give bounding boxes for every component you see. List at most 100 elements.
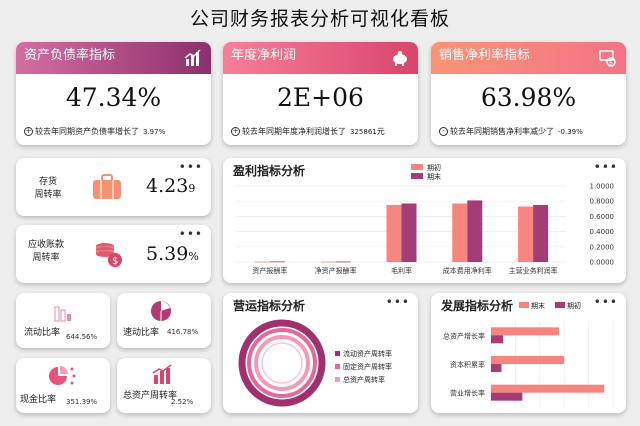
turnover-number: 5.39 xyxy=(146,243,189,265)
kpi-header: 资产负债率指标 xyxy=(16,42,211,74)
legend-swatch xyxy=(335,377,340,382)
trend-up-icon: + xyxy=(231,127,240,136)
coins-icon: $ xyxy=(96,243,122,267)
metric-value: 351.39% xyxy=(66,398,98,406)
kpi-title: 年度净利润 xyxy=(231,48,297,63)
more-icon[interactable]: ••• xyxy=(593,160,618,174)
total-asset-turnover-card[interactable]: 总资产周转率 2.52% xyxy=(117,358,211,413)
legend-label: 期末 xyxy=(531,301,545,310)
x-tick-label: 主营业务利润率 xyxy=(509,266,558,275)
label-line: 存货 xyxy=(38,177,57,187)
metric-value: 644.56% xyxy=(66,333,98,341)
inventory-turnover-card[interactable]: ••• 存货 周转率 4.239 xyxy=(16,158,211,216)
legend-label: 期初 xyxy=(427,163,441,172)
operation-analysis-card[interactable]: 营运指标分析 ••• 流动资产周转率 固定资产周转率 总资产周转率 xyxy=(223,293,418,413)
bar-begin xyxy=(452,203,468,262)
kpi-header: 年度净利润 xyxy=(223,42,418,74)
turnover-cut: 9 xyxy=(188,182,196,195)
bar-end xyxy=(491,384,605,393)
y-tick-label: 0.0000 xyxy=(590,259,615,267)
kpi-note: + 较去年同期年度净利润增长了 325861元 xyxy=(231,126,385,137)
turnover-value: 5.39% xyxy=(146,243,199,265)
kpi-title: 销售净利率指标 xyxy=(439,48,531,63)
donut-ring xyxy=(238,319,326,407)
bar-chart-icon xyxy=(184,49,201,66)
more-icon[interactable]: ••• xyxy=(593,295,618,309)
more-icon[interactable]: ••• xyxy=(178,160,203,174)
bar-begin xyxy=(491,335,504,344)
kpi-card-debt-ratio[interactable]: 资产负债率指标 47.34% + 较去年同期资产负债率增长了 3.97% xyxy=(16,42,211,145)
bar-begin xyxy=(386,205,402,262)
legend-label: 期末 xyxy=(427,172,441,181)
kpi-note-text: 较去年同期年度净利润增长了 xyxy=(242,127,346,136)
x-tick-label: 毛利率 xyxy=(391,266,412,275)
operation-chart-title: 营运指标分析 xyxy=(233,299,306,313)
kpi-value: 63.98% xyxy=(480,83,577,112)
y-tick-label: 0.4000 xyxy=(590,228,615,236)
turnover-label: 应收账款 周转率 xyxy=(22,239,70,265)
bar-begin xyxy=(254,261,270,263)
profit-analysis-card[interactable]: 盈利指标分析 ••• 0.0000 0.2000 0.4000 0.6000 0.800… xyxy=(223,158,626,283)
donut-inner xyxy=(261,342,303,384)
turnover-label: 存货 周转率 xyxy=(24,176,72,202)
donut-ring xyxy=(254,335,310,391)
label-line: 应收账款 xyxy=(27,240,64,250)
bar-end xyxy=(335,261,351,263)
more-icon[interactable]: ••• xyxy=(385,295,410,309)
kpi-value: 2E+06 xyxy=(277,83,364,112)
metric-label: 流动比率 xyxy=(24,328,61,338)
metric-value: 416.78% xyxy=(167,328,199,336)
current-ratio-card[interactable]: 流动比率 644.56% xyxy=(16,293,110,348)
bar-end xyxy=(467,200,483,262)
metric-value: 2.52% xyxy=(171,398,194,406)
svg-text:$: $ xyxy=(609,60,613,67)
legend-label: 固定资产周转率 xyxy=(343,362,392,371)
bar-begin xyxy=(491,364,502,372)
trend-down-icon: - xyxy=(439,127,448,136)
bar-end xyxy=(533,205,549,262)
y-tick-label: 资本积累率 xyxy=(450,360,485,369)
legend-swatch xyxy=(335,351,340,356)
more-icon[interactable]: ••• xyxy=(178,227,203,241)
legend-swatch xyxy=(411,164,423,170)
bar-end xyxy=(491,356,565,364)
kpi-header: 销售净利率指标 $ xyxy=(431,42,626,74)
turnover-value: 4.239 xyxy=(146,175,195,197)
legend-label: 期初 xyxy=(567,301,581,310)
pie-chart-icon xyxy=(151,301,171,321)
y-tick-label: 营业增长率 xyxy=(450,389,485,398)
pie-chart-icon xyxy=(49,366,76,385)
cash-ratio-card[interactable]: 现金比率 351.39% xyxy=(16,358,110,413)
page-title: 公司财务报表分析可视化看板 xyxy=(189,8,450,30)
bar-chart-icon xyxy=(152,364,172,384)
kpi-delta: 3.97% xyxy=(143,128,166,136)
bar-begin xyxy=(518,206,534,262)
kpi-card-net-margin[interactable]: 销售净利率指标 $ 63.98% - 较去年同期销售净利率减少了 -0.39% xyxy=(431,42,626,145)
cash-icon: $ xyxy=(599,50,616,67)
profit-chart: 0.0000 0.2000 0.4000 0.6000 0.8000 1.0000 资产报酬… xyxy=(237,163,615,275)
piggy-bank-icon xyxy=(393,51,407,66)
kpi-note-text: 较去年同期销售净利率减少了 xyxy=(450,127,554,136)
legend-label: 总资产周转率 xyxy=(343,375,385,384)
donut-ring xyxy=(247,328,317,398)
kpi-unit: 元 xyxy=(376,127,385,136)
legend-swatch xyxy=(519,302,529,308)
x-tick-label: 净资产报酬率 xyxy=(315,266,357,275)
metric-label: 速动比率 xyxy=(123,328,160,338)
kpi-delta: 325861 xyxy=(350,128,377,136)
kpi-card-net-profit[interactable]: 年度净利润 2E+06 + 较去年同期年度净利润增长了 325861元 xyxy=(223,42,418,145)
quick-ratio-card[interactable]: 速动比率 416.78% xyxy=(117,293,211,348)
y-tick-label: 0.8000 xyxy=(590,198,615,206)
receivables-turnover-card[interactable]: ••• 应收账款 周转率 $ 5.39% xyxy=(16,225,211,283)
kpi-note-text: 较去年同期资产负债率增长了 xyxy=(35,127,139,136)
kpi-delta: -0.39% xyxy=(558,128,583,136)
legend-swatch xyxy=(555,302,565,308)
metric-label: 总资产周转率 xyxy=(123,391,178,401)
bar-chart-icon xyxy=(54,306,71,322)
kpi-value: 47.34% xyxy=(65,83,162,112)
briefcase-icon xyxy=(93,174,121,199)
bar-end xyxy=(269,261,285,263)
label-line: 周转率 xyxy=(34,190,62,200)
growth-analysis-card[interactable]: 发展指标分析 ••• 总资产增长率 资本积累率 营业增长率 期末 期初 xyxy=(431,293,626,413)
